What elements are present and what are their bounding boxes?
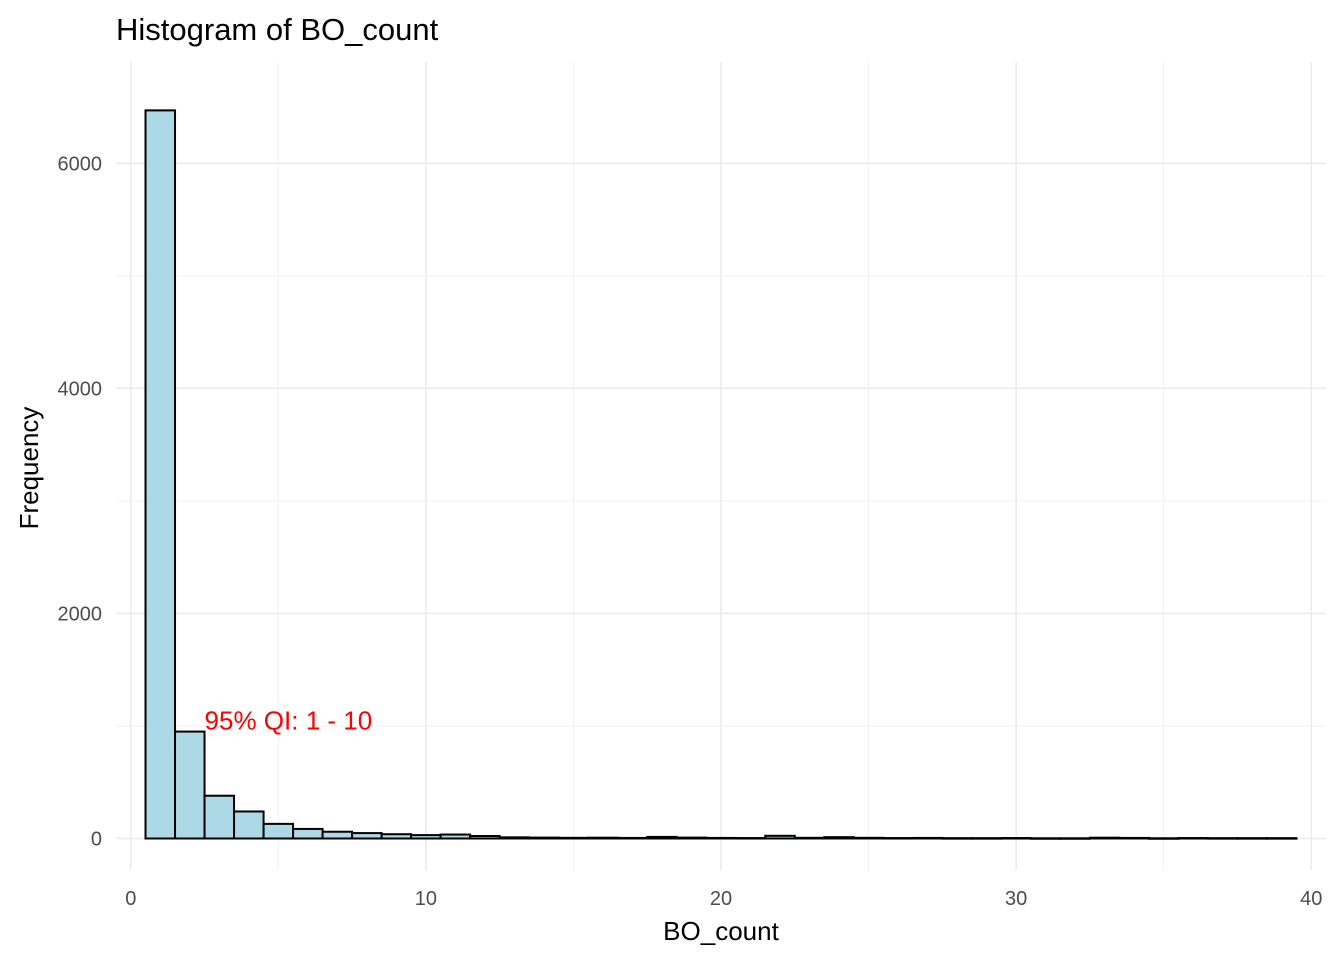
histogram-bars: [144, 109, 1298, 840]
histogram-bar: [764, 834, 796, 840]
y-tick-label: 0: [91, 828, 102, 850]
histogram-bar: [941, 837, 973, 840]
x-tick-label: 30: [1005, 888, 1027, 910]
histogram-bar: [1029, 837, 1062, 840]
histogram-bar: [174, 730, 206, 840]
histogram-bar: [292, 827, 324, 840]
histogram-bar: [528, 836, 560, 840]
histogram-bar: [233, 810, 265, 840]
x-tick-label: 10: [415, 888, 437, 910]
histogram-bar: [882, 837, 914, 840]
histogram-bar: [1000, 837, 1032, 840]
histogram-bar: [203, 794, 236, 840]
histogram-bar: [1236, 837, 1268, 840]
histogram-bar: [646, 835, 678, 840]
histogram-bar: [823, 836, 855, 840]
y-axis-label: Frequency: [14, 407, 44, 530]
histogram-bar: [911, 836, 944, 840]
histogram-bar: [410, 834, 442, 840]
histogram-bar: [498, 836, 531, 840]
histogram-bar: [1088, 836, 1121, 840]
quantile-interval-annotation: 95% QI: 1 - 10: [205, 705, 373, 735]
histogram-bar: [321, 830, 354, 840]
histogram-bar: [616, 836, 649, 840]
histogram-bar: [852, 836, 885, 840]
histogram-bar: [1265, 837, 1298, 840]
y-tick-label: 2000: [58, 603, 103, 625]
histogram-bar: [380, 833, 413, 840]
histogram-bar: [793, 836, 826, 840]
x-tick-label: 20: [710, 888, 732, 910]
histogram-bar: [144, 109, 177, 840]
histogram-bar: [262, 822, 295, 840]
histogram-bar: [351, 832, 383, 840]
histogram-bar: [675, 836, 708, 840]
x-tick-label: 0: [125, 888, 136, 910]
chart-title: Histogram of BO_count: [116, 12, 439, 47]
y-axis-ticks: 0 2000 4000 6000: [58, 153, 103, 850]
histogram-bar: [469, 835, 501, 840]
histogram-bar: [1059, 837, 1091, 840]
x-axis-label: BO_count: [663, 916, 779, 946]
histogram-bar: [970, 837, 1003, 840]
histogram-bar: [705, 836, 737, 840]
histogram-bar: [734, 837, 767, 840]
histogram-bar: [587, 836, 619, 840]
y-tick-label: 6000: [58, 153, 103, 175]
histogram-bar: [1206, 837, 1239, 840]
histogram-bar: [557, 836, 590, 840]
y-tick-label: 4000: [58, 378, 103, 400]
histogram-bar: [1147, 837, 1180, 840]
histogram-bar: [1177, 837, 1209, 840]
x-tick-label: 40: [1300, 888, 1322, 910]
x-axis-ticks: 0 10 20 30 40: [125, 888, 1322, 910]
histogram-bar: [1118, 836, 1150, 840]
major-gridlines: [116, 62, 1326, 870]
histogram-bar: [439, 833, 472, 840]
